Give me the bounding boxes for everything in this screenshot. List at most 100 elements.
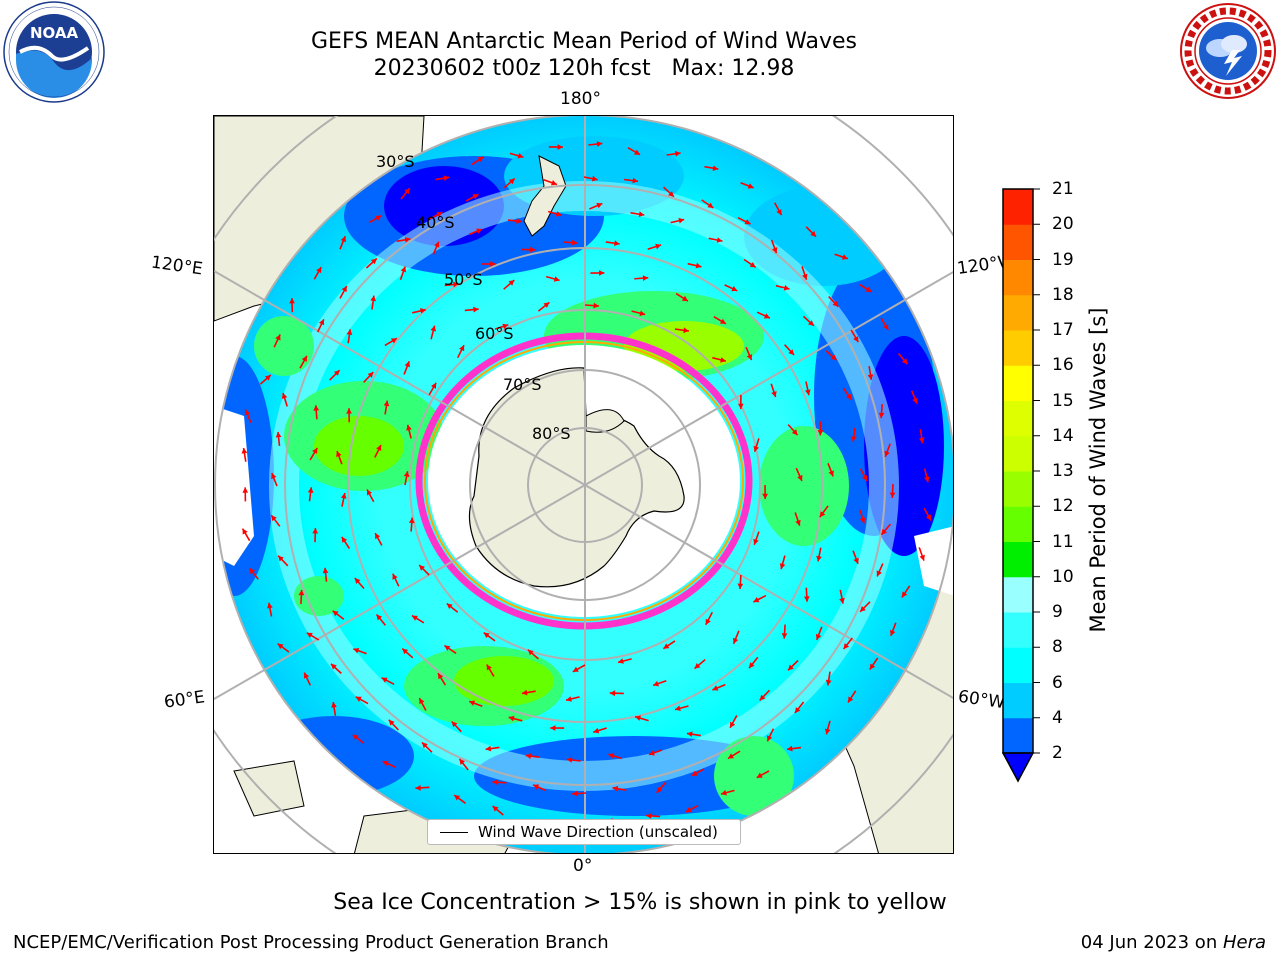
wind-wave-arrow-head bbox=[795, 519, 801, 526]
wind-wave-arrow-head bbox=[454, 795, 461, 801]
lon-label-60e: 60°E bbox=[162, 687, 207, 713]
wind-wave-arrow-head bbox=[746, 354, 753, 361]
wind-wave-arrow-head bbox=[406, 424, 412, 431]
wind-wave-arrow-head bbox=[853, 336, 859, 343]
wind-wave-arrow-head bbox=[884, 450, 890, 457]
wind-wave-arrow-head bbox=[721, 789, 727, 796]
wind-wave-arrow-head bbox=[865, 286, 872, 292]
wind-wave-arrow-head bbox=[508, 280, 515, 286]
wind-wave-arrow-head bbox=[521, 689, 528, 696]
colorbar-band bbox=[1003, 717, 1033, 754]
wind-wave-arrow-head bbox=[712, 165, 719, 171]
wind-wave-arrow-head bbox=[747, 183, 754, 189]
wind-wave-arrow-head bbox=[816, 555, 822, 562]
wind-wave-arrow-head bbox=[819, 511, 826, 518]
wind-wave-arrow-head bbox=[794, 707, 801, 713]
wind-wave-arrow-head bbox=[848, 696, 854, 703]
wind-wave-arrow-head bbox=[707, 202, 714, 208]
colorbar-tick-label: 15 bbox=[1052, 390, 1074, 411]
wind-wave-arrow-head bbox=[779, 563, 786, 570]
wind-wave-arrow-head bbox=[551, 180, 557, 186]
wind-wave-arrow-head bbox=[808, 320, 814, 326]
lat-label-50s: 50°S bbox=[444, 270, 483, 289]
legend-line-swatch bbox=[440, 832, 468, 833]
wind-wave-arrow-head bbox=[355, 696, 362, 702]
colorbar-tick-label: 2 bbox=[1052, 743, 1063, 763]
wind-wave-arrow-head bbox=[555, 211, 562, 217]
wind-wave-arrow-head bbox=[781, 633, 788, 639]
wind-wave-arrow-head bbox=[571, 239, 578, 246]
colorbar-tick-label: 17 bbox=[1052, 320, 1074, 340]
svg-text:NOAA: NOAA bbox=[30, 24, 79, 42]
wind-wave-arrow-head bbox=[572, 790, 578, 797]
colorbar-extend-arrow bbox=[1002, 752, 1035, 783]
wind-wave-arrow-head bbox=[400, 266, 407, 273]
wind-wave-arrow-head bbox=[390, 338, 397, 344]
lat-label-30s: 30°S bbox=[376, 152, 415, 171]
wind-wave-arrow-head bbox=[415, 785, 421, 791]
wind-wave-arrow-head bbox=[404, 237, 411, 243]
wind-wave-arrow-head bbox=[869, 663, 876, 670]
wind-wave-arrow-head bbox=[346, 329, 353, 335]
wind-wave-arrow-head bbox=[316, 267, 322, 274]
wind-wave-arrow-head bbox=[301, 355, 307, 362]
wind-wave-arrow-head bbox=[783, 285, 790, 291]
lat-label-60s: 60°S bbox=[475, 324, 514, 343]
wind-wave-arrow-head bbox=[634, 149, 640, 155]
wind-wave-arrow-head bbox=[242, 528, 248, 535]
colorbar-tick-label: 4 bbox=[1052, 707, 1063, 728]
wind-wave-arrow-head bbox=[787, 745, 793, 752]
wind-wave-arrow-head bbox=[553, 276, 560, 282]
wind-wave-arrow-head bbox=[367, 372, 374, 378]
wind-wave-arrow-head bbox=[668, 191, 674, 197]
lat-label-80s: 80°S bbox=[532, 424, 571, 443]
wind-wave-arrow-head bbox=[388, 719, 395, 726]
colorbar bbox=[1002, 188, 1040, 783]
colorbar-band bbox=[1003, 224, 1033, 260]
colorbar-band bbox=[1003, 541, 1033, 578]
wind-wave-arrow-head bbox=[490, 261, 496, 267]
wind-wave-arrow-head bbox=[772, 247, 778, 254]
colorbar-tick-label: 13 bbox=[1052, 461, 1074, 481]
wind-wave-arrow-head bbox=[788, 349, 795, 355]
colorbar-band bbox=[1003, 330, 1033, 366]
colorbar-band bbox=[1003, 471, 1033, 507]
wind-wave-arrow-head bbox=[483, 632, 490, 639]
wind-wave-arrow-head bbox=[925, 514, 931, 521]
wind-wave-arrow-head bbox=[639, 310, 646, 317]
wind-wave-arrow-head bbox=[596, 141, 603, 147]
wind-wave-arrow-head bbox=[444, 645, 451, 651]
wind-wave-arrow-head bbox=[443, 175, 450, 181]
wind-wave-arrow-head bbox=[788, 664, 794, 671]
wind-wave-arrow-head bbox=[878, 412, 885, 419]
wind-wave-arrow-head bbox=[408, 517, 415, 524]
wind-wave-arrow-head bbox=[430, 325, 437, 332]
wind-wave-arrow-head bbox=[331, 663, 337, 670]
wind-wave-arrow-head bbox=[530, 246, 536, 253]
wind-wave-arrow-head bbox=[733, 637, 739, 644]
wind-wave-arrow-head bbox=[322, 567, 329, 574]
wind-wave-arrow-head bbox=[859, 517, 866, 524]
wind-wave-arrow-head bbox=[313, 405, 320, 411]
wind-wave-arrow-head bbox=[566, 696, 572, 702]
lon-label-top: 180° bbox=[560, 89, 601, 109]
wind-wave-arrow-head bbox=[681, 295, 688, 302]
wind-wave-arrow-head bbox=[420, 308, 426, 314]
wind-wave-arrow-head bbox=[376, 445, 382, 451]
wind-wave-arrow-head bbox=[618, 658, 624, 664]
wind-wave-arrow-head bbox=[767, 735, 773, 742]
wind-wave-arrow-head bbox=[749, 262, 756, 268]
wind-wave-arrow-head bbox=[635, 715, 641, 721]
wind-wave-arrow-head bbox=[712, 685, 719, 691]
footer-branch: NCEP/EMC/Verification Post Processing Pr… bbox=[13, 932, 609, 953]
wind-wave-arrow-head bbox=[883, 324, 889, 330]
wind-wave-arrow-head bbox=[278, 555, 284, 562]
colorbar-band bbox=[1003, 365, 1033, 401]
wind-wave-arrow-head bbox=[367, 489, 372, 496]
wind-wave-arrow-head bbox=[705, 618, 711, 625]
wind-wave-arrow-head bbox=[846, 393, 852, 400]
wind-wave-arrow-head bbox=[271, 473, 277, 480]
map-canvas bbox=[214, 116, 953, 853]
wind-wave-arrow-head bbox=[354, 578, 361, 584]
colorbar-ticks bbox=[1033, 188, 1040, 754]
